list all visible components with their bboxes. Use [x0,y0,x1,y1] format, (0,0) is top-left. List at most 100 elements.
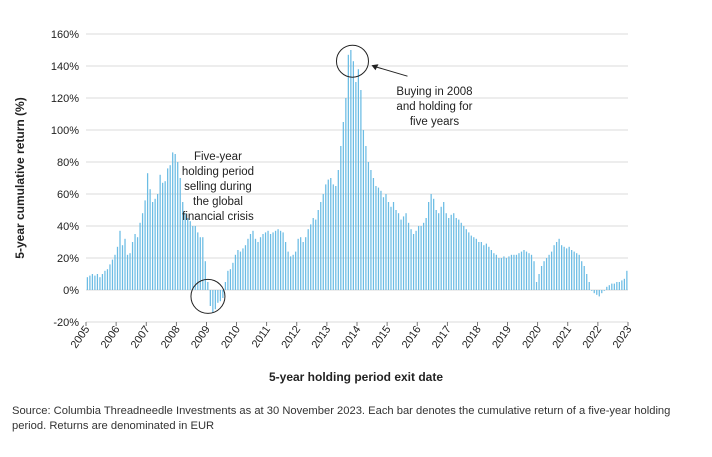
bar [167,168,169,290]
y-tick-labels: -20% 0% 20% 40% 60% 80% 100% 120% 140% 160% [51,29,79,329]
bar [543,261,545,290]
bar [272,232,274,290]
bar [357,69,360,290]
x-tick-label: 2018 [460,324,484,351]
bar [154,198,156,290]
bar [428,202,430,290]
bar [392,202,395,290]
bar [372,178,375,290]
bar [284,242,287,290]
bar [485,243,487,290]
arrowhead [371,64,379,71]
bar [475,238,477,290]
bar [312,218,314,290]
y-tick-label: -20% [53,317,79,329]
x-tick-label: 2019 [490,324,514,351]
bar [269,234,272,290]
bar [282,232,284,290]
bar [229,269,232,290]
bar [503,256,505,290]
bar [621,280,623,290]
x-tick-label: 2010 [219,324,243,351]
bar [106,269,109,290]
bar [445,213,447,290]
bar [212,290,214,313]
y-tick-label: 100% [51,125,79,137]
y-tick-label: 40% [57,221,79,233]
bar [350,50,352,290]
bar [119,230,121,290]
bar [347,54,349,290]
y-tick-label: 0% [63,285,79,297]
bar [91,274,94,290]
bar [596,290,598,295]
bar [151,202,154,290]
y-tick-label: 120% [51,93,79,105]
bar [267,230,269,290]
bar [375,186,377,290]
x-tick-label: 2017 [430,324,454,351]
bar [337,170,339,290]
bar [540,266,543,290]
bar [302,242,304,290]
bar [387,202,390,290]
bars [86,50,628,313]
annotations: Five-year holding period selling during the… [182,44,473,314]
bar [433,198,435,290]
bar [315,219,317,290]
bar [360,90,362,290]
bar [520,251,523,290]
bar [177,162,179,290]
bar [219,290,221,302]
bar [96,274,99,290]
bar [111,259,114,290]
bar [320,202,322,290]
bar [523,250,525,290]
bar [164,181,166,290]
bar [430,194,432,290]
bar [603,290,605,291]
bar [553,245,555,290]
bar [395,210,397,290]
bar [305,237,307,290]
bar [483,245,485,290]
annotation-circle [190,278,226,314]
bar [290,256,292,290]
bar [530,254,533,290]
bar [377,187,380,290]
bar [239,251,242,290]
bar [144,200,146,290]
bar [262,234,264,290]
bar [555,242,558,290]
annotation-arrow [373,65,408,77]
bar [297,238,299,290]
bar [345,98,347,290]
bar [583,266,585,290]
bar [136,237,139,290]
bar [525,251,528,290]
bar [571,250,573,290]
bar [199,237,201,290]
bar [500,258,503,290]
bar [618,282,620,290]
bar [209,290,211,306]
bar [518,253,520,290]
bar [242,248,244,290]
bar [295,251,297,290]
bar [277,229,279,290]
bar [490,250,492,290]
bar [417,226,420,290]
bar [257,242,259,290]
bar [254,238,257,290]
bar [473,237,475,290]
bar [538,274,540,290]
bar [139,222,141,290]
bar [287,251,289,290]
bar [214,290,216,310]
bar [606,286,608,290]
bar [440,206,442,290]
x-tick-label: 2008 [159,324,183,351]
bar [141,213,144,290]
x-tick-label: 2007 [129,324,153,351]
bar [126,254,129,290]
